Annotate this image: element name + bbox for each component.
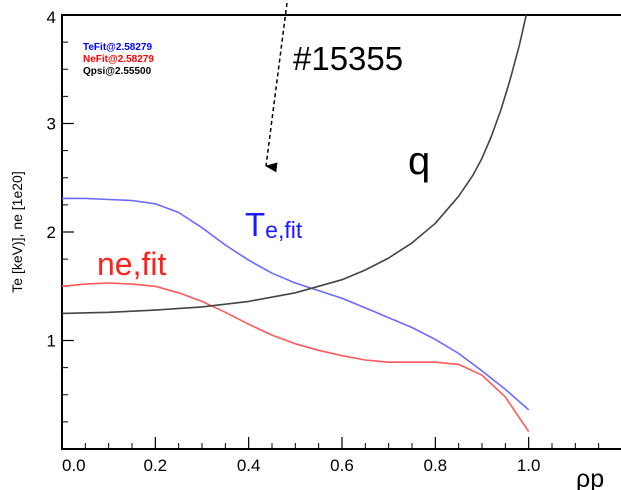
- x-tick-label-3: 0.6: [330, 456, 354, 475]
- series-layer: [62, 15, 530, 433]
- y-tick-label-0: 1: [47, 332, 56, 351]
- q-series-line: [62, 15, 528, 315]
- y-tick-label-2: 3: [47, 115, 56, 134]
- y-tick-label-3: 4: [47, 8, 56, 27]
- y-tick-label-1: 2: [47, 223, 56, 242]
- legend-q: Qpsi@2.55500: [83, 66, 152, 77]
- x-tick-label-5: 1.0: [517, 456, 541, 475]
- dashed-arrow: [265, 2, 288, 173]
- legend-te: TeFit@2.58279: [83, 42, 152, 53]
- te-series-line: [62, 197, 530, 411]
- y-axis-ticks: 1 2 3 4: [47, 8, 74, 423]
- x-axis-label: ρp: [576, 465, 604, 490]
- te-fit-label-sub: e,fit: [265, 217, 303, 243]
- legend-ne: NeFit@2.58279: [83, 54, 154, 65]
- shot-number-label: #15355: [293, 40, 403, 77]
- x-tick-label-0: 0.0: [62, 456, 86, 475]
- plot-frame: [61, 14, 621, 450]
- x-axis-ticks: 0.0 0.2 0.4 0.6 0.8 1.0: [61, 437, 600, 475]
- x-tick-label-2: 0.4: [237, 456, 261, 475]
- te-fit-label-main: T: [245, 206, 265, 243]
- x-tick-label-4: 0.8: [424, 456, 448, 475]
- te-fit-label: Te,fit: [245, 206, 303, 243]
- ne-fit-label: ne,fit: [97, 246, 166, 282]
- ne-series-line: [62, 282, 530, 433]
- y-axis-label: Te [keV)], ne [1e20]: [9, 171, 25, 292]
- x-tick-label-1: 0.2: [144, 456, 168, 475]
- q-label: q: [408, 139, 430, 183]
